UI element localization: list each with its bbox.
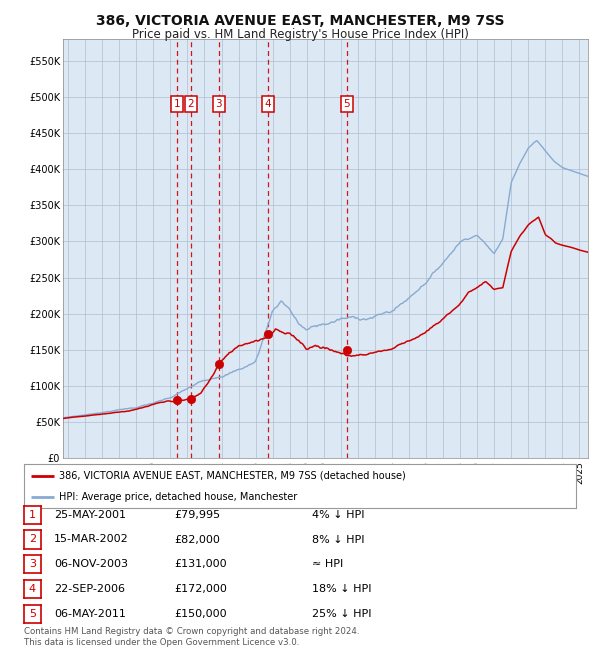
Text: £172,000: £172,000 <box>174 584 227 594</box>
Text: 15-MAR-2002: 15-MAR-2002 <box>54 534 129 545</box>
Text: Contains HM Land Registry data © Crown copyright and database right 2024.
This d: Contains HM Land Registry data © Crown c… <box>24 627 359 647</box>
Text: 386, VICTORIA AVENUE EAST, MANCHESTER, M9 7SS: 386, VICTORIA AVENUE EAST, MANCHESTER, M… <box>96 14 504 29</box>
Text: 06-MAY-2011: 06-MAY-2011 <box>54 608 126 619</box>
Text: £82,000: £82,000 <box>174 534 220 545</box>
Text: £79,995: £79,995 <box>174 510 220 520</box>
Text: 1: 1 <box>29 510 36 520</box>
Text: 22-SEP-2006: 22-SEP-2006 <box>54 584 125 594</box>
Text: 3: 3 <box>29 559 36 569</box>
Text: 3: 3 <box>215 99 222 109</box>
Text: 2: 2 <box>188 99 194 109</box>
Text: 25-MAY-2001: 25-MAY-2001 <box>54 510 126 520</box>
Text: 8% ↓ HPI: 8% ↓ HPI <box>312 534 365 545</box>
Text: ≈ HPI: ≈ HPI <box>312 559 343 569</box>
Text: £131,000: £131,000 <box>174 559 227 569</box>
Text: 4: 4 <box>265 99 271 109</box>
Text: 4: 4 <box>29 584 36 594</box>
Text: 06-NOV-2003: 06-NOV-2003 <box>54 559 128 569</box>
Text: 5: 5 <box>343 99 350 109</box>
Text: 2: 2 <box>29 534 36 545</box>
Text: 18% ↓ HPI: 18% ↓ HPI <box>312 584 371 594</box>
Text: 386, VICTORIA AVENUE EAST, MANCHESTER, M9 7SS (detached house): 386, VICTORIA AVENUE EAST, MANCHESTER, M… <box>59 471 406 480</box>
Text: Price paid vs. HM Land Registry's House Price Index (HPI): Price paid vs. HM Land Registry's House … <box>131 28 469 41</box>
Text: 1: 1 <box>173 99 180 109</box>
Text: HPI: Average price, detached house, Manchester: HPI: Average price, detached house, Manc… <box>59 492 297 502</box>
Text: 25% ↓ HPI: 25% ↓ HPI <box>312 608 371 619</box>
Text: 5: 5 <box>29 608 36 619</box>
Text: £150,000: £150,000 <box>174 608 227 619</box>
Text: 4% ↓ HPI: 4% ↓ HPI <box>312 510 365 520</box>
